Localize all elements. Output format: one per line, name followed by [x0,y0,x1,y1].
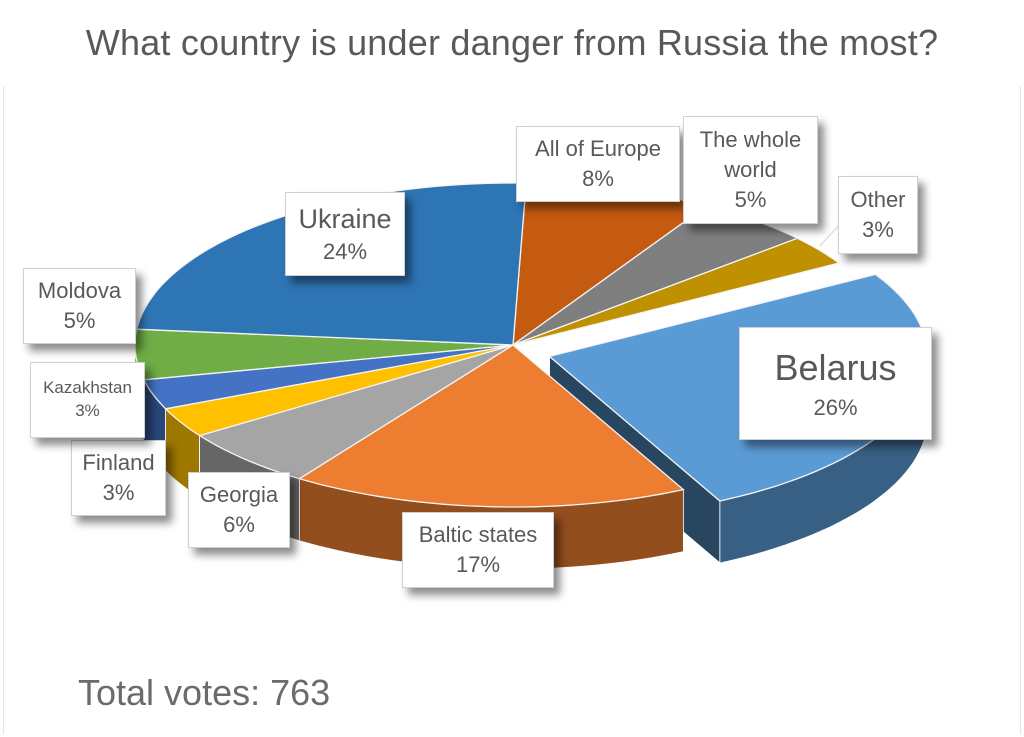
label-name: Kazakhstan [43,378,132,398]
data-label-the-whole-world: The whole world 5% [683,116,818,224]
data-label-kazakhstan: Kazakhstan 3% [30,362,145,438]
data-label-finland: Finland 3% [71,440,166,516]
slice-finland[interactable] [164,344,514,437]
label-name: Ukraine [298,203,392,234]
data-label-ukraine: Ukraine 24% [285,192,405,276]
label-value: 26% [813,394,858,420]
data-label-moldova: Moldova 5% [23,268,136,344]
label-value: 3% [862,217,894,242]
data-label-baltic-states: Baltic states 17% [402,512,554,588]
label-name: Other [850,187,906,213]
label-name: Moldova [37,278,122,304]
label-name: Finland [82,450,155,476]
label-name: Baltic states [418,522,538,548]
data-label-other: Other 3% [838,176,918,254]
data-label-belarus: Belarus 26% [739,327,932,440]
slice-baltic-states[interactable] [297,344,685,508]
chart-title: What country is under danger from Russia… [85,22,939,63]
label-name: Belarus [774,347,897,389]
label-name-cont: world [724,157,777,183]
label-value: 3% [75,401,100,420]
total-votes: Total votes: 763 [78,672,331,713]
label-name: The whole [699,127,802,153]
label-name: All of Europe [535,136,661,162]
label-value: 6% [223,512,255,537]
label-name: Georgia [199,482,279,508]
chart-frame [3,86,1021,734]
data-label-all-of-europe: All of Europe 8% [516,126,680,202]
data-label-georgia: Georgia 6% [188,472,290,548]
slice-other[interactable] [512,237,841,346]
label-value: 5% [63,308,96,333]
label-value: 8% [582,166,614,191]
label-value: 17% [455,552,501,577]
label-value: 5% [734,186,767,212]
label-value: 24% [322,239,368,265]
label-value: 3% [102,480,135,505]
